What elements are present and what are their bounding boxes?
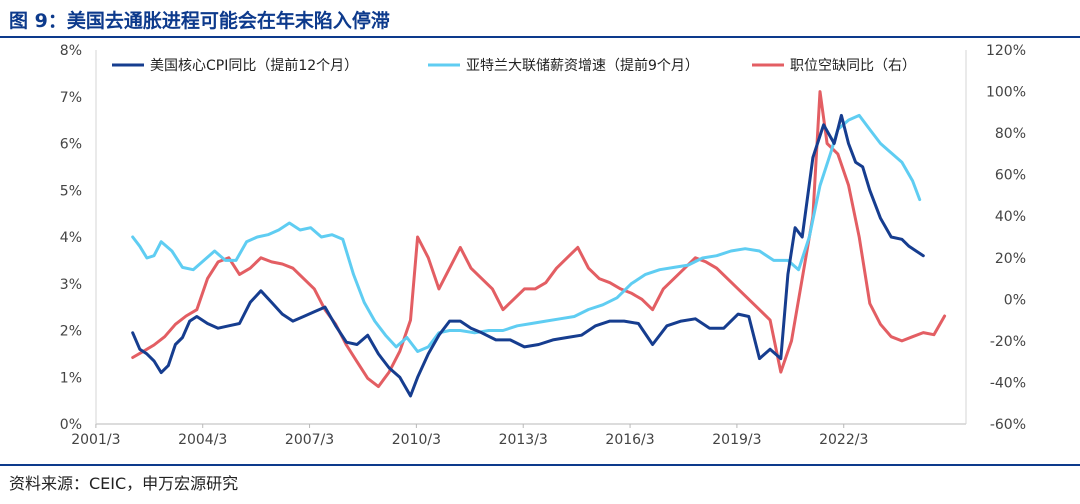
x-axis: 2001/3 2004/3 2007/3 2010/3 2013/3 2016/3 2019… [71,424,868,448]
series-line-3 [131,90,947,389]
left-tick-label: 0% [60,417,82,433]
legend-label-3: 职位空缺同比（右） [790,58,916,74]
right-tick-label: 20% [995,251,1026,267]
series-line-1 [131,113,925,398]
x-tick-label: 2019/3 [712,432,761,448]
legend: 美国核心CPI同比（提前12个月） 亚特兰大联储薪资增速（提前9个月） 职位空缺同比… [112,57,916,74]
x-tick-label: 2007/3 [285,432,334,448]
left-tick-label: 6% [60,137,82,153]
bottom-rule [0,464,1080,466]
right-tick-label: 60% [995,168,1026,184]
figure-title: 图 9：美国去通胀进程可能会在年末陷入停滞 [9,10,390,32]
title-rule [0,36,1080,38]
chart: 0% 1% 2% 3% 4% 5% 6% 7% 8% -60% -40% -20% 0% 20% 40% 6… [60,43,1026,448]
series-lines [131,90,947,398]
x-tick-label: 2001/3 [71,432,120,448]
left-axis: 0% 1% 2% 3% 4% 5% 6% 7% 8% [60,43,82,433]
right-tick-label: 120% [986,43,1026,59]
left-tick-label: 3% [60,277,82,293]
left-tick-label: 1% [60,370,82,386]
x-tick-label: 2022/3 [819,432,868,448]
right-tick-label: 40% [995,209,1026,225]
right-tick-label: -60% [990,417,1026,433]
left-tick-label: 4% [60,230,82,246]
right-tick-label: 100% [986,85,1026,101]
right-tick-label: 0% [1004,292,1026,308]
legend-label-1: 美国核心CPI同比（提前12个月） [150,57,358,74]
plot-frame [95,50,967,425]
x-tick-label: 2004/3 [178,432,227,448]
x-tick-label: 2013/3 [499,432,548,448]
x-tick-label: 2010/3 [392,432,441,448]
left-tick-label: 7% [60,90,82,106]
right-tick-label: -40% [990,375,1026,391]
left-tick-label: 2% [60,324,82,340]
right-tick-label: -20% [990,334,1026,350]
right-tick-label: 80% [995,126,1026,142]
legend-label-2: 亚特兰大联储薪资增速（提前9个月） [466,57,699,74]
left-tick-label: 5% [60,183,82,199]
right-axis: -60% -40% -20% 0% 20% 40% 60% 80% 100% 120% [986,43,1026,433]
left-tick-label: 8% [60,43,82,59]
series-line-2 [131,113,922,353]
x-tick-label: 2016/3 [605,432,654,448]
source-note: 资料来源：CEIC，申万宏源研究 [9,474,239,493]
